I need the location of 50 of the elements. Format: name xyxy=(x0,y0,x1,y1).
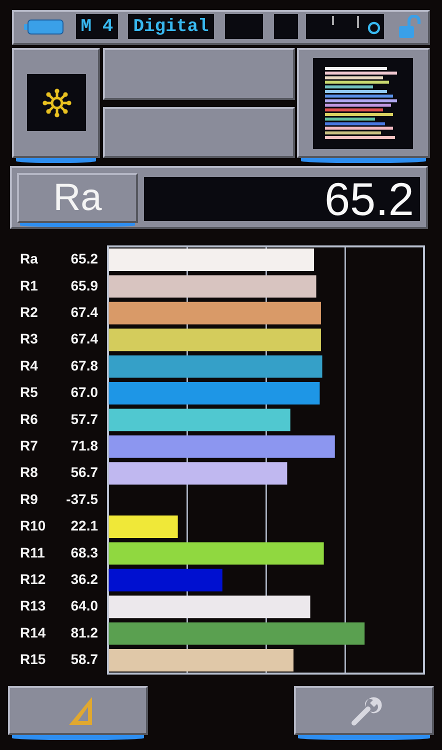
y-tick-label: R9 xyxy=(20,490,38,507)
y-tick-label: R13 xyxy=(20,598,46,614)
data-label: 22.1 xyxy=(70,518,98,534)
bar xyxy=(108,248,314,271)
y-tick-label: R8 xyxy=(20,464,38,480)
y-tick-label: R4 xyxy=(20,357,38,374)
data-label: 56.7 xyxy=(70,464,98,480)
data-label: 67.4 xyxy=(70,330,98,347)
bar xyxy=(108,435,335,458)
data-label: 36.2 xyxy=(70,571,98,588)
display-field: Digital xyxy=(128,14,214,39)
bar xyxy=(108,649,294,672)
data-label: 67.0 xyxy=(70,384,98,400)
bar xyxy=(108,355,322,378)
y-tick-label: R11 xyxy=(20,544,46,560)
bar xyxy=(108,596,310,618)
y-tick-label: R7 xyxy=(20,438,38,454)
y-tick-label: R1 xyxy=(20,277,38,294)
data-label: 57.7 xyxy=(70,410,98,427)
bar xyxy=(108,568,222,592)
y-tick-label: R5 xyxy=(20,384,38,400)
bar xyxy=(108,622,365,645)
y-tick-label: R2 xyxy=(20,304,38,320)
data-label: 81.2 xyxy=(70,624,98,640)
y-tick-label: R15 xyxy=(20,651,46,668)
data-label: 65.9 xyxy=(70,277,98,294)
data-label: 64.0 xyxy=(70,598,98,614)
data-label: 71.8 xyxy=(70,438,98,454)
display-field: M 4 xyxy=(76,14,118,39)
bar xyxy=(108,328,321,352)
data-label: 68.3 xyxy=(70,544,98,560)
bar xyxy=(108,408,290,432)
bar xyxy=(108,542,324,565)
bar xyxy=(108,382,320,404)
y-tick-label: R14 xyxy=(20,624,46,640)
bar xyxy=(108,516,178,538)
data-label: 65.2 xyxy=(70,250,98,267)
y-tick-label: Ra xyxy=(20,250,38,267)
data-label: 67.4 xyxy=(70,304,98,320)
y-tick-label: R6 xyxy=(20,410,38,427)
y-tick-label: R12 xyxy=(20,571,46,588)
display-field: 65.2 xyxy=(144,177,420,221)
y-tick-label: R10 xyxy=(20,518,46,534)
data-label: 67.8 xyxy=(70,357,98,374)
text: -37.5 xyxy=(66,490,98,507)
y-tick-label: R3 xyxy=(20,330,38,347)
bar xyxy=(108,275,316,298)
bar xyxy=(108,462,288,485)
bar xyxy=(108,302,321,324)
data-label: 58.7 xyxy=(70,651,98,668)
